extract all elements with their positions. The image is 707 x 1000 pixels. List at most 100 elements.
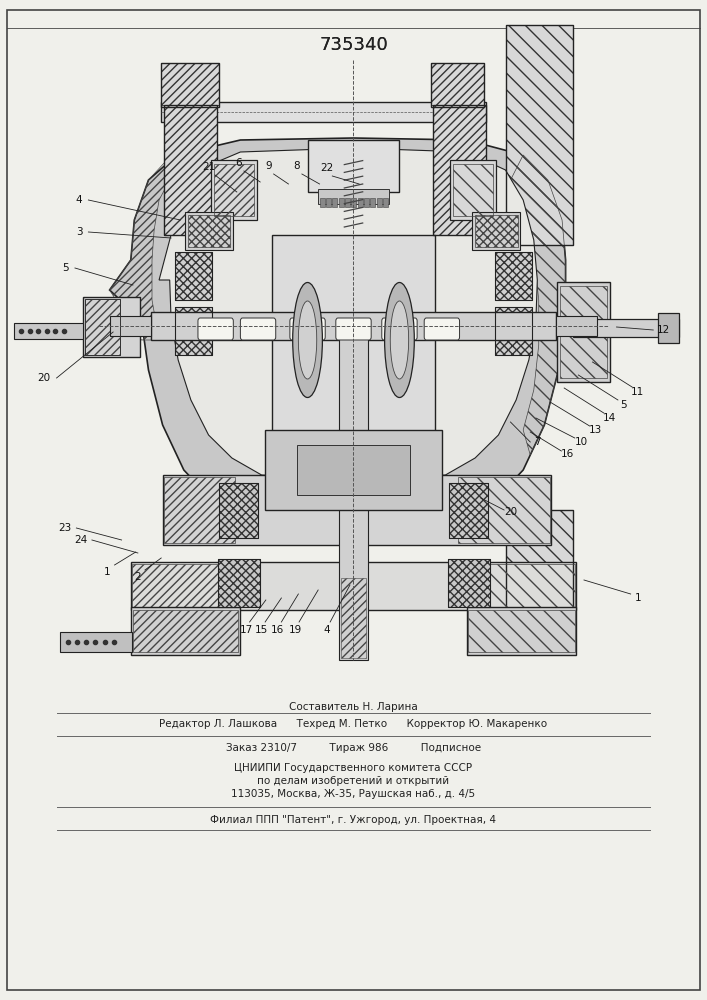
Bar xyxy=(164,105,217,235)
Bar xyxy=(219,483,258,538)
Bar xyxy=(560,286,607,378)
Text: 21: 21 xyxy=(203,162,216,172)
Bar xyxy=(332,198,337,207)
Bar xyxy=(506,510,573,630)
Bar xyxy=(131,562,576,610)
Bar xyxy=(467,564,575,608)
Polygon shape xyxy=(110,138,566,540)
Text: 4: 4 xyxy=(323,625,330,635)
Bar xyxy=(495,252,532,300)
Bar xyxy=(175,252,212,300)
Bar xyxy=(218,559,260,607)
Text: 12: 12 xyxy=(657,325,670,335)
Bar xyxy=(431,63,484,107)
Text: 16: 16 xyxy=(561,449,574,459)
Bar xyxy=(448,559,490,607)
Text: 11: 11 xyxy=(631,387,644,397)
Bar xyxy=(458,477,550,543)
Bar xyxy=(467,607,576,655)
Bar xyxy=(453,164,493,216)
Text: 20: 20 xyxy=(37,373,50,383)
Text: 15: 15 xyxy=(255,625,268,635)
Bar xyxy=(326,198,331,207)
Bar xyxy=(211,160,257,220)
Bar xyxy=(433,105,486,235)
Text: 13: 13 xyxy=(589,425,602,435)
Bar xyxy=(345,198,350,207)
Bar xyxy=(161,102,486,122)
Bar xyxy=(151,312,556,340)
Text: Составитель Н. Ларина: Составитель Н. Ларина xyxy=(289,702,418,712)
Bar xyxy=(472,212,520,250)
Text: по делам изобретений и открытий: по делам изобретений и открытий xyxy=(257,776,450,786)
Bar xyxy=(370,198,375,207)
Bar xyxy=(161,63,219,107)
Bar xyxy=(164,477,235,543)
Bar xyxy=(188,215,230,247)
Text: 3: 3 xyxy=(76,227,83,237)
Bar xyxy=(449,483,488,538)
Bar xyxy=(185,212,233,250)
Bar xyxy=(175,307,212,355)
Bar xyxy=(383,198,388,207)
FancyBboxPatch shape xyxy=(198,318,233,340)
Bar xyxy=(433,105,486,235)
Text: 20: 20 xyxy=(504,507,517,517)
Text: 2: 2 xyxy=(134,572,141,582)
Text: 1: 1 xyxy=(634,593,641,603)
FancyBboxPatch shape xyxy=(424,318,460,340)
Text: 24: 24 xyxy=(75,535,88,545)
Bar xyxy=(556,316,597,336)
FancyBboxPatch shape xyxy=(336,318,371,340)
Text: 6: 6 xyxy=(235,158,243,168)
Bar xyxy=(161,63,219,105)
Bar xyxy=(475,215,518,247)
Text: 16: 16 xyxy=(271,625,284,635)
Text: 17: 17 xyxy=(240,625,252,635)
Text: 14: 14 xyxy=(603,413,616,423)
FancyBboxPatch shape xyxy=(382,318,417,340)
Bar xyxy=(163,475,551,545)
Bar xyxy=(110,316,151,336)
Bar xyxy=(308,140,399,192)
Ellipse shape xyxy=(390,301,409,379)
Text: 5: 5 xyxy=(620,400,627,410)
Bar xyxy=(358,198,363,207)
Polygon shape xyxy=(159,148,537,480)
Bar xyxy=(83,297,140,357)
Text: Редактор Л. Лашкова      Техред М. Петко      Корректор Ю. Макаренко: Редактор Л. Лашкова Техред М. Петко Корр… xyxy=(160,719,547,729)
Bar xyxy=(351,198,356,207)
Bar xyxy=(495,307,532,355)
Bar xyxy=(495,307,532,355)
Bar xyxy=(364,198,369,207)
Bar xyxy=(318,189,389,204)
Ellipse shape xyxy=(385,282,414,397)
Text: 19: 19 xyxy=(289,625,302,635)
Bar xyxy=(431,63,484,105)
Text: Заказ 2310/7          Тираж 986          Подписное: Заказ 2310/7 Тираж 986 Подписное xyxy=(226,743,481,753)
Bar xyxy=(175,307,212,355)
Bar xyxy=(506,25,573,245)
Text: 113035, Москва, Ж-35, Раушская наб., д. 4/5: 113035, Москва, Ж-35, Раушская наб., д. … xyxy=(231,789,476,799)
FancyBboxPatch shape xyxy=(240,318,276,340)
Text: 23: 23 xyxy=(59,523,71,533)
Bar xyxy=(573,319,679,337)
Ellipse shape xyxy=(293,282,322,397)
Text: 10: 10 xyxy=(575,437,588,447)
Bar xyxy=(175,252,212,300)
Text: ЦНИИПИ Государственного комитета СССР: ЦНИИПИ Государственного комитета СССР xyxy=(235,763,472,773)
Bar xyxy=(339,320,368,660)
Bar xyxy=(297,445,410,495)
Bar xyxy=(85,299,120,355)
Text: 5: 5 xyxy=(62,263,69,273)
Bar xyxy=(218,559,260,607)
Text: 4: 4 xyxy=(76,195,83,205)
Bar xyxy=(132,564,238,608)
Bar xyxy=(339,198,344,207)
Bar xyxy=(265,430,442,510)
Bar xyxy=(133,610,238,652)
Bar xyxy=(658,313,679,343)
Bar xyxy=(320,198,325,207)
Bar xyxy=(219,483,258,538)
Text: 8: 8 xyxy=(293,161,300,171)
